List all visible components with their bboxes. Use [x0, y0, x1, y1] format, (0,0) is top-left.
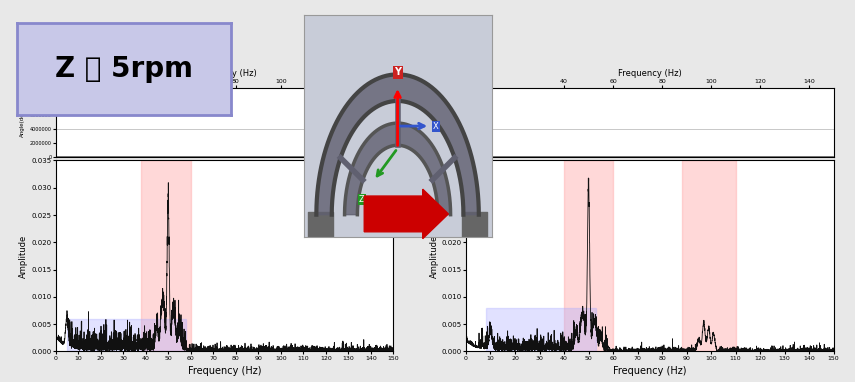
Bar	[486, 308, 596, 351]
X-axis label: Frequency (Hz): Frequency (Hz)	[192, 69, 256, 78]
Y-axis label: Angle(deg): Angle(deg)	[20, 107, 25, 138]
Y-axis label: Angle(deg): Angle(deg)	[433, 107, 439, 138]
Bar	[681, 160, 735, 351]
Bar	[67, 319, 186, 351]
X-axis label: Frequency (Hz): Frequency (Hz)	[188, 366, 261, 376]
Text: Y: Y	[394, 67, 401, 77]
Text: Z 축 5rpm: Z 축 5rpm	[55, 55, 193, 83]
Text: Z: Z	[359, 196, 364, 204]
Polygon shape	[316, 74, 479, 215]
Bar	[564, 160, 613, 351]
X-axis label: Frequency (Hz): Frequency (Hz)	[618, 69, 681, 78]
Y-axis label: Amplitude: Amplitude	[20, 234, 28, 278]
FancyArrow shape	[364, 189, 448, 239]
Text: X: X	[433, 121, 439, 131]
X-axis label: Frequency (Hz): Frequency (Hz)	[613, 366, 687, 376]
Y-axis label: Amplitude: Amplitude	[430, 234, 439, 278]
Polygon shape	[345, 123, 451, 215]
Bar	[141, 160, 191, 351]
